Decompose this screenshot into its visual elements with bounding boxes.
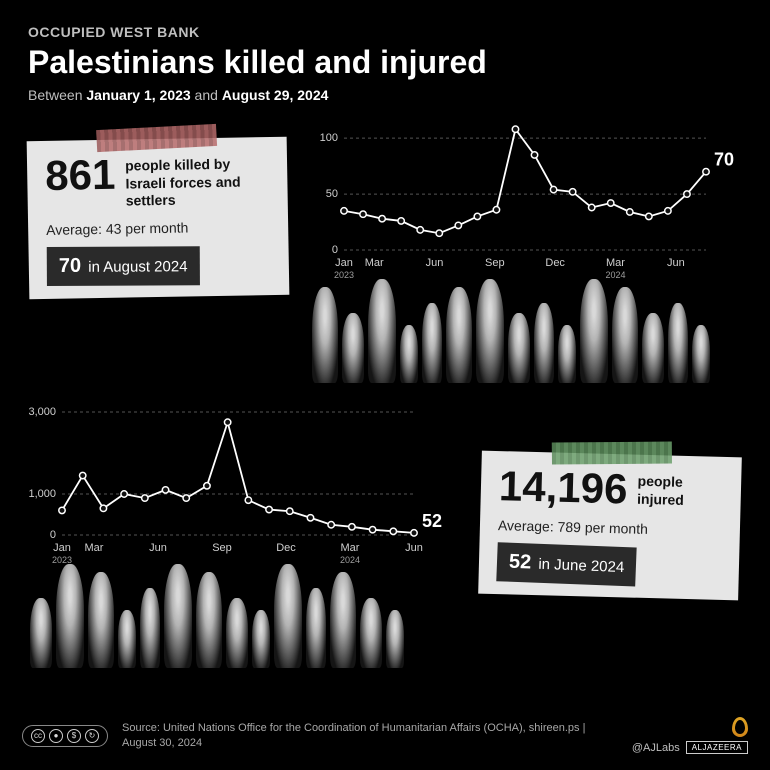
brand-label: ALJAZEERA bbox=[686, 741, 748, 754]
svg-text:Mar: Mar bbox=[606, 257, 625, 269]
svg-text:Mar: Mar bbox=[85, 542, 104, 554]
svg-text:3,000: 3,000 bbox=[28, 406, 56, 418]
credits: @AJLabs ALJAZEERA bbox=[632, 717, 748, 754]
daterange-mid: and bbox=[191, 87, 222, 103]
tape-icon bbox=[96, 124, 217, 152]
svg-text:Dec: Dec bbox=[276, 542, 296, 554]
date-start: January 1, 2023 bbox=[86, 87, 190, 103]
panel-injured: 01,0003,000Jan2023MarJunSepDecMar2024Jun… bbox=[0, 404, 770, 694]
killed-highlight-period: in August 2024 bbox=[84, 258, 188, 276]
svg-text:Jun: Jun bbox=[149, 542, 167, 554]
aljazeera-logo-icon bbox=[732, 717, 748, 737]
svg-text:Dec: Dec bbox=[545, 257, 565, 269]
stat-box-killed: 861 people killed by Israeli forces and … bbox=[27, 137, 290, 299]
svg-text:0: 0 bbox=[50, 529, 56, 541]
silhouettes-bg bbox=[310, 279, 740, 399]
handle: @AJLabs bbox=[632, 742, 680, 754]
stat-main-injured: 14,196 people injured bbox=[498, 465, 723, 513]
injured-highlight: 52 in June 2024 bbox=[496, 542, 637, 586]
svg-text:Jun: Jun bbox=[667, 257, 685, 269]
svg-text:Jun: Jun bbox=[405, 542, 423, 554]
injured-highlight-period: in June 2024 bbox=[534, 556, 625, 576]
footer: cc ● $ ↻ Source: United Nations Office f… bbox=[0, 705, 770, 770]
chart-killed: 050100Jan2023MarJunSepDecMar2024Jun70 bbox=[310, 119, 740, 399]
date-range: Between January 1, 2023 and August 29, 2… bbox=[28, 87, 742, 103]
overline: OCCUPIED WEST BANK bbox=[28, 24, 742, 40]
svg-text:Mar: Mar bbox=[341, 542, 360, 554]
svg-text:Jan: Jan bbox=[335, 257, 353, 269]
injured-desc: people injured bbox=[637, 469, 724, 510]
stat-box-injured: 14,196 people injured Average: 789 per m… bbox=[478, 451, 742, 601]
killed-total: 861 bbox=[45, 154, 116, 197]
panel-killed: 861 people killed by Israeli forces and … bbox=[0, 119, 770, 404]
page-title: Palestinians killed and injured bbox=[28, 44, 742, 81]
svg-text:0: 0 bbox=[332, 244, 338, 256]
killed-highlight-value: 70 bbox=[59, 254, 81, 276]
svg-text:100: 100 bbox=[320, 132, 338, 144]
source-text: Source: United Nations Office for the Co… bbox=[122, 721, 618, 751]
svg-text:Mar: Mar bbox=[365, 257, 384, 269]
cc-icon: cc bbox=[31, 729, 45, 743]
svg-text:Sep: Sep bbox=[485, 257, 505, 269]
nc-icon: $ bbox=[67, 729, 81, 743]
killed-highlight: 70 in August 2024 bbox=[47, 246, 200, 286]
injured-highlight-value: 52 bbox=[509, 551, 532, 574]
svg-text:Jan: Jan bbox=[53, 542, 71, 554]
silhouettes-bg bbox=[28, 564, 448, 684]
tape-icon bbox=[552, 442, 672, 465]
svg-text:1,000: 1,000 bbox=[28, 488, 56, 500]
chart-killed-svg: 050100Jan2023MarJunSepDecMar2024Jun70 bbox=[310, 119, 740, 284]
header: OCCUPIED WEST BANK Palestinians killed a… bbox=[0, 0, 770, 109]
chart-injured-svg: 01,0003,000Jan2023MarJunSepDecMar2024Jun… bbox=[28, 404, 448, 569]
cc-license-badge: cc ● $ ↻ bbox=[22, 725, 108, 747]
sa-icon: ↻ bbox=[85, 729, 99, 743]
killed-desc: people killed by Israeli forces and sett… bbox=[125, 151, 270, 210]
svg-text:70: 70 bbox=[714, 150, 734, 170]
svg-text:Jun: Jun bbox=[426, 257, 444, 269]
svg-text:50: 50 bbox=[326, 188, 338, 200]
svg-text:52: 52 bbox=[422, 511, 442, 531]
injured-average: Average: 789 per month bbox=[498, 517, 722, 539]
chart-injured: 01,0003,000Jan2023MarJunSepDecMar2024Jun… bbox=[28, 404, 448, 684]
killed-average: Average: 43 per month bbox=[46, 218, 270, 238]
by-icon: ● bbox=[49, 729, 63, 743]
injured-total: 14,196 bbox=[498, 465, 628, 510]
stat-main-killed: 861 people killed by Israeli forces and … bbox=[45, 151, 270, 211]
date-end: August 29, 2024 bbox=[222, 87, 329, 103]
svg-text:Sep: Sep bbox=[212, 542, 232, 554]
daterange-prefix: Between bbox=[28, 87, 86, 103]
